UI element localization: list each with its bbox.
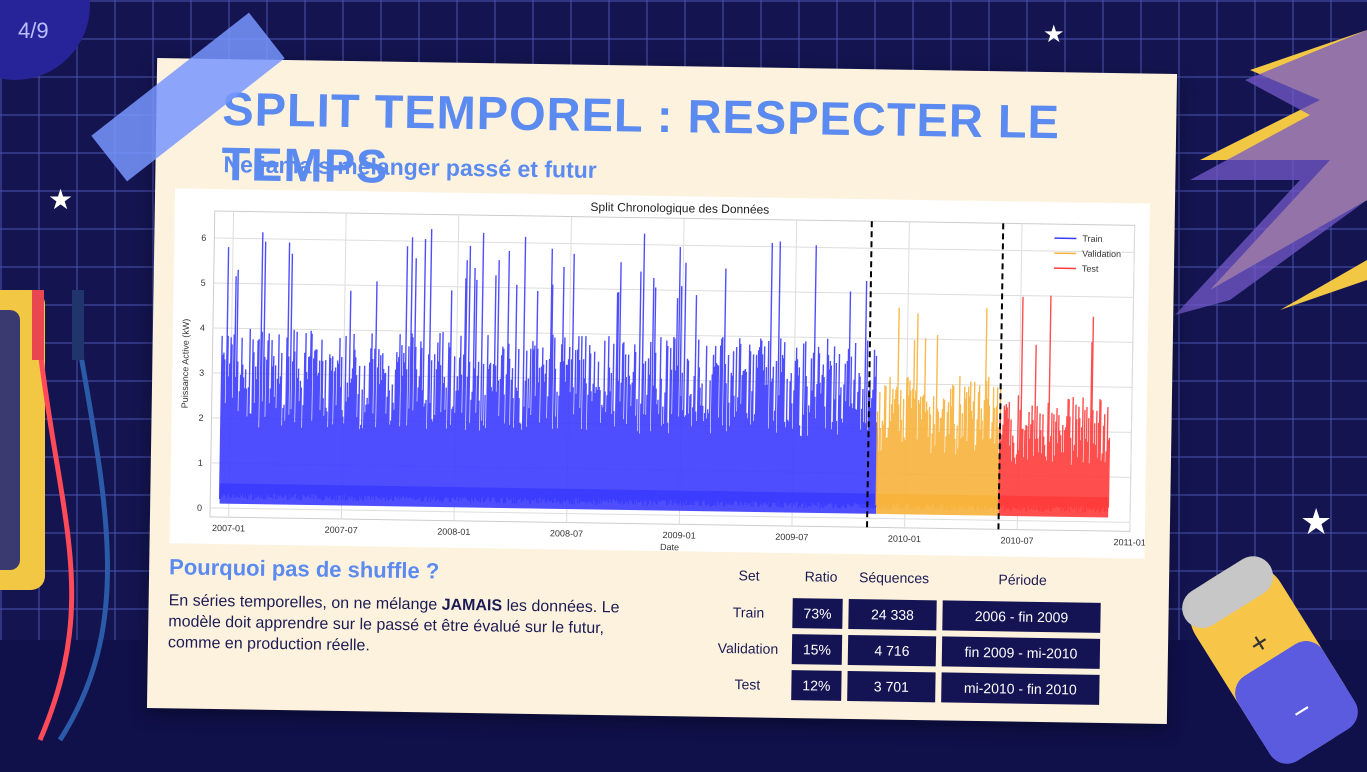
row-set-test: Test [734,676,761,693]
y-tick-label: 4 [200,323,205,333]
sequences-test: 3 701 [847,670,936,703]
y-tick-label: 2 [198,413,203,423]
split-line [997,223,1005,530]
star-icon: ★ [1300,502,1333,543]
x-tick-label: 2009-01 [663,530,696,541]
series-validation-base [876,493,999,516]
series-train [218,229,879,510]
y-gridline [214,237,1135,253]
series-test [998,295,1111,513]
page-indicator: 4/9 [18,18,49,43]
series-test-base [998,495,1109,518]
chart-container: Split Chronologique des Données 2007-01 20… [169,188,1151,559]
x-tick-label: 2007-07 [325,525,358,536]
battery-icon: + − [1182,556,1358,764]
y-tick-label: 5 [201,278,206,288]
y-gridline [212,327,1133,343]
lightning-bolt-icon [1175,30,1367,315]
series-validation [875,307,1002,511]
header-ratio: Ratio [804,568,838,585]
y-tick-label: 0 [197,503,202,513]
section-title: Pourquoi pas de shuffle ? [168,554,440,584]
y-tick-label: 3 [199,368,204,378]
ratio-train: 73% [792,598,843,629]
x-tick-label: 2009-07 [775,532,808,543]
split-line [866,221,873,528]
x-tick-label: 2008-01 [437,526,470,537]
legend-label: Train [1082,234,1102,244]
period-test: mi-2010 - fin 2010 [941,672,1100,705]
explanation-text: En séries temporelles, on ne mélange JAM… [168,590,649,661]
y-gridline [212,372,1133,388]
x-tick-label: 2011-01 [1113,537,1146,548]
star-icon: ★ [48,183,74,216]
header-sequences: Séquences [858,569,930,587]
row-set-validation: Validation [717,639,779,657]
sequences-train: 24 338 [848,598,937,631]
header-period: Période [998,571,1047,589]
chart-title: Split Chronologique des Données [590,200,769,217]
slide-card: SPLIT TEMPOREL : RESPECTER LE TEMPS Ne j… [146,58,1178,724]
split-table: Set Ratio Séquences Période Train 73% 24… [709,567,1109,705]
explanation-before: En séries temporelles, on ne mélange [168,592,442,614]
y-axis-label: Puissance Active (kW) [180,319,191,409]
y-tick-label: 6 [201,233,206,243]
x-tick-label: 2008-07 [550,528,583,539]
y-gridline [213,282,1134,298]
x-gridline [1129,225,1136,532]
series-train-base [219,483,877,514]
y-gridline [210,507,1131,523]
star-icon: ★ [1043,20,1065,48]
x-tick-label: 2007-01 [212,523,245,534]
legend-label: Validation [1082,249,1121,260]
header-set: Set [738,567,760,584]
sequences-validation: 4 716 [847,634,937,667]
x-tick-label: 2010-07 [1000,535,1033,546]
x-tick-label: 2010-01 [888,534,921,545]
row-set-train: Train [732,604,765,621]
slide-title: SPLIT TEMPOREL : RESPECTER LE TEMPS [221,82,1061,193]
period-train: 2006 - fin 2009 [942,600,1101,633]
x-axis-label: Date [660,542,679,552]
multimeter-probes-icon [0,290,110,742]
legend-label: Test [1082,264,1099,274]
period-validation: fin 2009 - mi-2010 [941,636,1101,669]
ratio-validation: 15% [791,634,843,665]
ratio-test: 12% [791,670,842,701]
y-tick-label: 1 [198,458,203,468]
explanation-emphasis: JAMAIS [441,596,503,615]
